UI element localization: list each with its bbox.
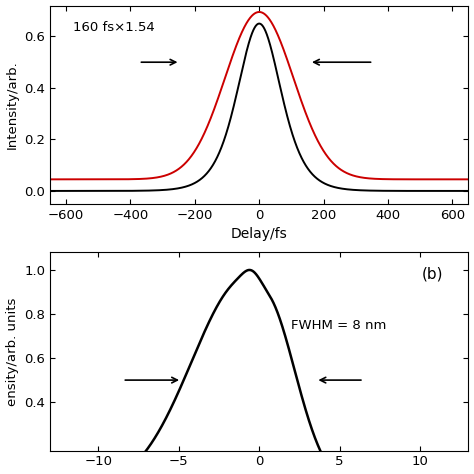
Y-axis label: Intensity/arb.: Intensity/arb. [6,60,18,149]
X-axis label: Delay/fs: Delay/fs [231,227,288,241]
Text: 160 fs×1.54: 160 fs×1.54 [73,21,154,34]
Text: (b): (b) [422,266,443,281]
Text: FWHM = 8 nm: FWHM = 8 nm [292,319,387,332]
Y-axis label: ensity/arb. units: ensity/arb. units [6,297,18,406]
